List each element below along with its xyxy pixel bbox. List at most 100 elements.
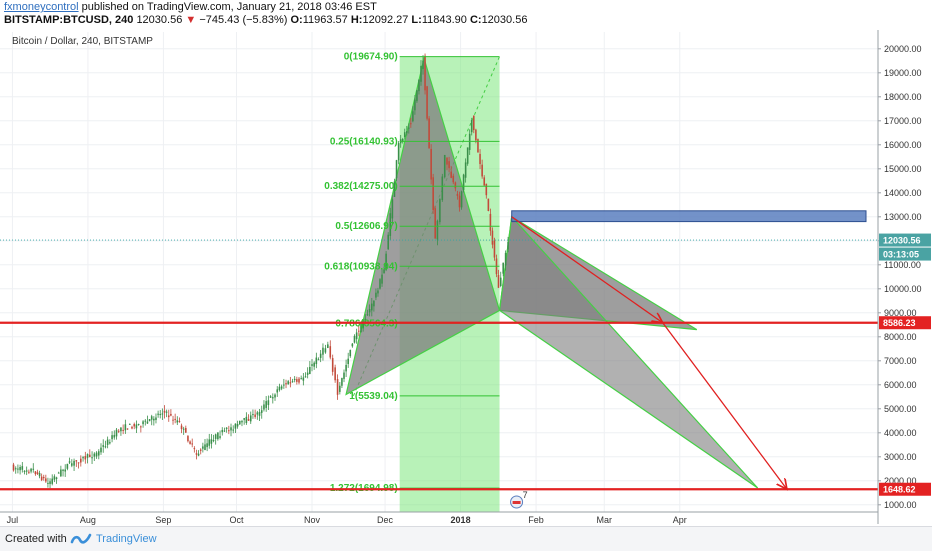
candle-body-20 bbox=[55, 477, 58, 479]
candle-body-78 bbox=[182, 428, 185, 430]
candle-body-208 bbox=[462, 174, 465, 191]
candle-body-103 bbox=[236, 423, 239, 427]
candle-body-107 bbox=[245, 416, 248, 424]
candle-body-148 bbox=[336, 379, 339, 395]
y-tick-label-8: 9000.00 bbox=[884, 308, 917, 318]
candle-body-24 bbox=[64, 469, 67, 472]
candle-body-167 bbox=[377, 290, 379, 294]
y-tick-label-19: 20000.00 bbox=[884, 44, 922, 54]
created-with-label: Created with bbox=[5, 533, 67, 545]
candle-body-196 bbox=[436, 220, 439, 240]
candle-body-229 bbox=[507, 242, 509, 250]
candle-body-21 bbox=[57, 472, 60, 474]
y-tick-label-4: 5000.00 bbox=[884, 404, 917, 414]
price-line-badge-0-bg bbox=[879, 316, 931, 330]
tradingview-logo-icon[interactable] bbox=[70, 531, 92, 547]
candle-body-212 bbox=[470, 120, 473, 133]
candle-body-149 bbox=[339, 385, 341, 392]
candle-body-46 bbox=[113, 434, 116, 438]
candle-body-186 bbox=[416, 90, 418, 102]
candle-body-28 bbox=[73, 460, 75, 466]
arrow-second-target bbox=[662, 322, 787, 490]
y-tick-label-13: 14000.00 bbox=[884, 188, 922, 198]
x-tick-label-8: Mar bbox=[597, 515, 613, 525]
candle-body-84 bbox=[195, 453, 198, 455]
x-tick-label-2: Sep bbox=[155, 515, 171, 525]
price-line-badge-0-label: 8586.23 bbox=[883, 318, 916, 328]
candle-body-170 bbox=[383, 269, 385, 274]
candle-body-187 bbox=[418, 79, 420, 92]
candle-body-108 bbox=[247, 419, 250, 421]
candle-body-140 bbox=[317, 359, 320, 361]
candle-body-217 bbox=[481, 164, 483, 177]
candle-body-11 bbox=[36, 472, 39, 474]
candle-body-61 bbox=[146, 421, 149, 424]
candle-body-142 bbox=[322, 347, 324, 355]
candle-body-181 bbox=[405, 131, 408, 134]
chart-area[interactable]: 0(19674.90) 0.25(16140.93) 0.382(14275.00)… bbox=[0, 30, 932, 526]
candle-body-73 bbox=[172, 419, 174, 421]
candle-body-35 bbox=[89, 454, 91, 458]
candle-body-126 bbox=[287, 381, 289, 385]
author-link[interactable]: fxmoneycontrol bbox=[4, 1, 79, 13]
y-tick-label-10: 11000.00 bbox=[884, 260, 921, 270]
candle-body-82 bbox=[191, 443, 194, 445]
fib-label-6: 1(5539.04) bbox=[349, 391, 397, 402]
open-label: O: bbox=[290, 14, 303, 26]
candle-body-111 bbox=[254, 414, 256, 417]
candle-body-63 bbox=[150, 416, 153, 420]
candle-body-56 bbox=[135, 424, 138, 429]
y-tick-label-7: 8000.00 bbox=[884, 332, 917, 342]
candle-body-90 bbox=[208, 439, 211, 446]
candle-body-132 bbox=[300, 378, 302, 380]
candle-body-136 bbox=[309, 367, 311, 375]
publish-line: fxmoneycontrol published on TradingView.… bbox=[4, 1, 377, 13]
candle-body-168 bbox=[379, 279, 381, 289]
close-label: C: bbox=[469, 14, 482, 26]
supply-zone-rect bbox=[511, 210, 867, 223]
low-label: L: bbox=[411, 14, 422, 26]
tradingview-brand[interactable]: TradingView bbox=[96, 533, 157, 545]
candle-body-91 bbox=[210, 439, 213, 444]
candle-body-131 bbox=[298, 378, 300, 383]
candle-body-97 bbox=[223, 430, 226, 432]
symbol-label: BITSTAMP:BTCUSD, 240 bbox=[4, 14, 134, 26]
candle-body-153 bbox=[347, 358, 349, 365]
y-tick-label-2: 3000.00 bbox=[884, 452, 917, 462]
candle-body-86 bbox=[199, 449, 202, 451]
candle-body-200 bbox=[446, 157, 448, 165]
candle-body-49 bbox=[120, 427, 122, 432]
candle-body-22 bbox=[60, 469, 62, 477]
candle-body-77 bbox=[180, 425, 183, 430]
candle-body-87 bbox=[202, 446, 204, 449]
candle-body-185 bbox=[414, 99, 416, 111]
candle-body-141 bbox=[319, 353, 322, 358]
candle-body-124 bbox=[283, 384, 285, 386]
candle-body-184 bbox=[412, 111, 414, 122]
candle-body-182 bbox=[408, 127, 410, 129]
candle-body-75 bbox=[176, 420, 179, 423]
candle-body-128 bbox=[291, 381, 294, 383]
candle-body-220 bbox=[487, 198, 490, 212]
event-icon-flag bbox=[512, 501, 521, 504]
candle-body-146 bbox=[331, 358, 334, 372]
candle-body-69 bbox=[163, 410, 166, 413]
close-value: 12030.56 bbox=[481, 14, 528, 26]
candle-body-210 bbox=[466, 147, 469, 164]
y-tick-label-17: 18000.00 bbox=[884, 92, 922, 102]
candle-body-95 bbox=[219, 436, 221, 438]
high-value: 12092.27 bbox=[362, 14, 409, 26]
candle-body-59 bbox=[142, 421, 144, 425]
y-tick-label-5: 6000.00 bbox=[884, 380, 917, 390]
candle-body-18 bbox=[51, 478, 54, 484]
footer-bar: Created with TradingView bbox=[0, 526, 932, 551]
candles bbox=[12, 53, 509, 489]
candle-body-66 bbox=[157, 413, 159, 415]
candle-body-154 bbox=[349, 349, 352, 357]
candle-body-45 bbox=[111, 435, 113, 440]
candle-body-92 bbox=[212, 440, 215, 442]
candle-body-195 bbox=[434, 208, 436, 239]
candle-body-58 bbox=[140, 426, 142, 428]
chart-header: fxmoneycontrol published on TradingView.… bbox=[0, 0, 932, 30]
candle-body-25 bbox=[66, 463, 69, 469]
